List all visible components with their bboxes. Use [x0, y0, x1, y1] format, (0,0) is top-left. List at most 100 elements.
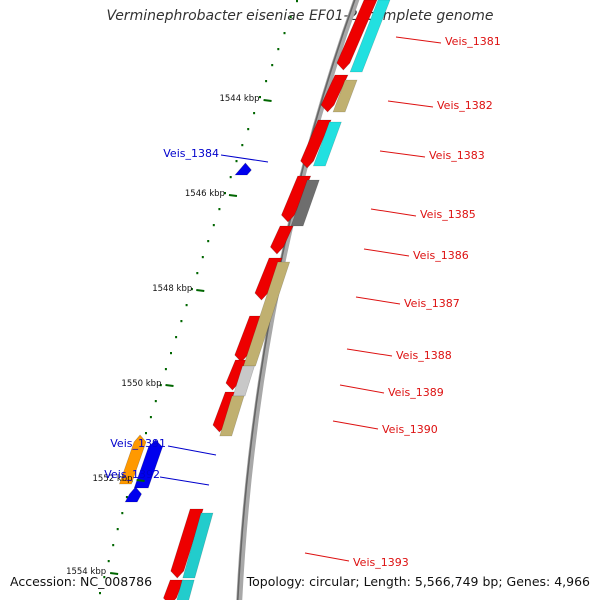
gene-bar — [349, 0, 391, 73]
scale-dot — [253, 112, 256, 115]
gene-bar — [332, 79, 358, 113]
scale-dot — [207, 240, 210, 243]
gene-label: Veis_1384 — [163, 147, 219, 160]
gene-arrow — [118, 434, 147, 485]
scale-dot — [185, 304, 188, 307]
gene-arrow — [163, 579, 184, 600]
scale-dot — [259, 96, 261, 99]
scale-dot — [112, 544, 115, 547]
gene-label: Veis_1393 — [353, 556, 409, 569]
gene-arrow — [254, 257, 283, 301]
scale-dot — [175, 336, 178, 339]
scale-tick-label: 1552 kbp — [93, 474, 133, 484]
scale-dot — [190, 288, 193, 291]
scale-dot — [145, 432, 147, 435]
gene-label: Veis_1390 — [382, 423, 438, 436]
gene-arrow — [336, 0, 378, 71]
gene-bar — [243, 261, 291, 367]
gene-label-leader — [304, 552, 350, 562]
scale-dot — [229, 176, 232, 179]
scale-dot — [125, 496, 128, 499]
scale-dot — [296, 0, 298, 3]
scale-dot — [107, 560, 110, 563]
gene-label-leader — [370, 208, 417, 217]
scale-dot — [196, 272, 199, 275]
gene-bar — [176, 579, 195, 600]
accession-text: Accession: NC_008786 — [10, 574, 153, 589]
scale-tick — [165, 384, 174, 387]
gene-label-leader — [332, 420, 379, 430]
gene-label-leader — [339, 384, 385, 394]
gene-features — [118, 0, 391, 600]
gene-label: Veis_1382 — [437, 99, 493, 112]
scale-tick — [196, 289, 205, 292]
scale-tick-label: 1550 kbp — [121, 379, 161, 389]
gene-label: Veis_1386 — [413, 249, 469, 262]
scale-dot — [277, 48, 280, 51]
gene-labels: Veis_1381 Veis_1382 Veis_1383 Veis_1384 Veis… — [104, 35, 500, 569]
gene-label-leader — [355, 296, 401, 305]
gene-label-leader — [363, 248, 410, 257]
scale-dot — [159, 384, 162, 387]
gene-label-leader — [387, 100, 434, 108]
gene-bar — [312, 121, 342, 167]
gene-label-leader — [395, 36, 442, 44]
scale-dot — [201, 256, 204, 259]
scale-dot — [149, 416, 152, 419]
gene-label: Veis_1388 — [396, 349, 452, 362]
gene-label: Veis_1381 — [445, 35, 501, 48]
scale-dot — [241, 144, 244, 147]
gene-arrow — [300, 119, 332, 169]
gene-label: Veis_1389 — [388, 386, 444, 399]
gene-label: Veis_1385 — [420, 208, 476, 221]
gene-bar — [219, 395, 245, 437]
genome-title: Verminephrobacter eiseniae EF01-2, compl… — [106, 8, 494, 24]
scale-tick-label: 1544 kbp — [219, 94, 259, 104]
scale-dot — [235, 160, 238, 163]
scale-dot — [99, 592, 101, 595]
gene-arrow — [270, 225, 294, 255]
scale-dot — [116, 528, 119, 531]
scale-dot — [247, 128, 250, 131]
scale-tick — [263, 99, 272, 102]
gene-arrow — [234, 162, 252, 176]
gene-label-leader — [167, 445, 217, 456]
gene-label-leader — [346, 348, 393, 357]
scale-dot — [224, 192, 226, 195]
scale-dot — [103, 576, 106, 579]
scale-dot — [271, 64, 274, 67]
scale-tick — [110, 572, 119, 575]
scale-dot — [164, 368, 167, 371]
scale-dot — [218, 208, 221, 211]
topology-text: Topology: circular; Length: 5,566,749 bp… — [246, 574, 590, 589]
gene-bar — [232, 365, 255, 397]
scale-dot — [154, 400, 157, 403]
gene-arrow — [124, 486, 142, 503]
scale-dot — [289, 16, 292, 19]
gene-arrow — [320, 74, 349, 113]
scale-dot — [121, 512, 124, 515]
scale-tick — [228, 194, 238, 197]
scale-dot — [212, 224, 215, 227]
scale-dot — [170, 352, 172, 355]
gene-label: Veis_1391 — [110, 437, 166, 450]
scale-tick-label: 1546 kbp — [185, 189, 225, 199]
gene-label: Veis_1383 — [429, 149, 485, 162]
gene-bar — [290, 179, 320, 227]
scale-tick-label: 1548 kbp — [152, 284, 192, 294]
gene-arrow — [281, 175, 312, 223]
scale-dot — [283, 32, 286, 35]
gene-bar — [182, 512, 214, 579]
gene-label: Veis_1387 — [404, 297, 460, 310]
gene-label: Veis_1392 — [104, 468, 160, 481]
gene-arrow — [170, 508, 204, 579]
scale-tick-label: 1554 kbp — [66, 567, 106, 577]
scale-dot — [180, 320, 183, 323]
scale-tick — [136, 479, 145, 482]
scale-dot — [265, 80, 268, 83]
gene-label-leader — [379, 150, 426, 158]
gene-label-leader — [220, 154, 269, 163]
gene-arrow — [133, 439, 163, 489]
gene-label-leader — [159, 476, 210, 486]
